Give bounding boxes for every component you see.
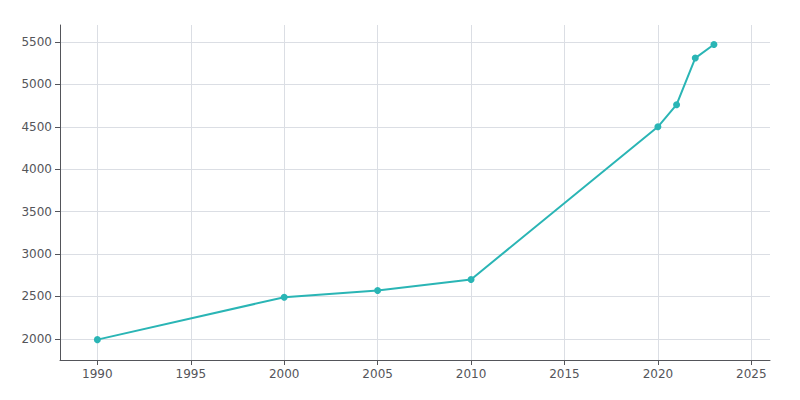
svg-text:3500: 3500: [21, 205, 52, 219]
svg-text:2005: 2005: [362, 367, 393, 381]
svg-text:2015: 2015: [549, 367, 580, 381]
svg-text:4500: 4500: [21, 120, 52, 134]
svg-text:5000: 5000: [21, 77, 52, 91]
svg-text:2000: 2000: [21, 332, 52, 346]
svg-text:4000: 4000: [21, 162, 52, 176]
svg-text:5500: 5500: [21, 35, 52, 49]
svg-text:2025: 2025: [736, 367, 767, 381]
svg-text:1995: 1995: [176, 367, 207, 381]
svg-text:2020: 2020: [643, 367, 674, 381]
svg-text:2010: 2010: [456, 367, 487, 381]
svg-text:2500: 2500: [21, 289, 52, 303]
svg-text:3000: 3000: [21, 247, 52, 261]
svg-text:1990: 1990: [82, 367, 113, 381]
svg-text:2000: 2000: [269, 367, 300, 381]
